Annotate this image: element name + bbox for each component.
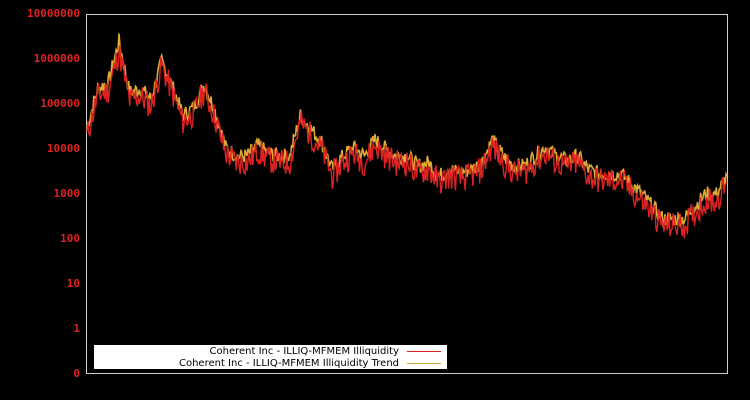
legend-swatch-gold xyxy=(407,362,441,364)
y-tick-label: 100000 xyxy=(40,97,80,110)
legend-label: Coherent Inc - ILLIQ-MFMEM Illiquidity xyxy=(209,345,399,357)
legend-label: Coherent Inc - ILLIQ-MFMEM Illiquidity T… xyxy=(178,357,399,369)
series-group xyxy=(86,33,728,239)
illiquidity-line xyxy=(86,45,728,239)
legend-item-illiquidity: Coherent Inc - ILLIQ-MFMEM Illiquidity xyxy=(210,345,447,357)
y-tick-label: 100 xyxy=(60,232,80,245)
legend-swatch-red xyxy=(407,350,441,352)
y-tick-label: 1000000 xyxy=(33,52,80,65)
y-tick-label: 1000 xyxy=(53,187,81,200)
y-tick-label: 1 xyxy=(73,322,80,335)
y-tick-label: 10000000 xyxy=(27,7,80,20)
y-tick-label: 10000 xyxy=(46,142,80,155)
y-tick-label: 10 xyxy=(66,277,80,290)
legend-item-trend: Coherent Inc - ILLIQ-MFMEM Illiquidity T… xyxy=(179,357,447,369)
y-tick-label: 0 xyxy=(73,367,80,380)
legend: Coherent Inc - ILLIQ-MFMEM Illiquidity C… xyxy=(94,345,447,369)
plot-area xyxy=(86,14,728,374)
